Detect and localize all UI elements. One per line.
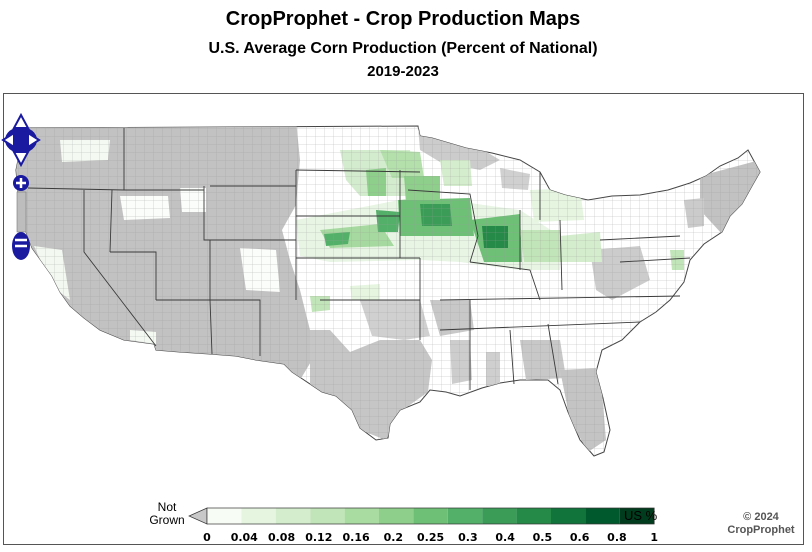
legend-not-grown-label: Not Grown [149, 500, 185, 527]
legend-tick-label: 0.04 [231, 531, 258, 544]
legend-swatch [585, 508, 620, 524]
legend-tick-label: 0.2 [384, 531, 404, 544]
legend-swatch [413, 508, 448, 524]
legend-tick-label: 0.4 [495, 531, 515, 544]
legend-tick-label: 0.6 [570, 531, 590, 544]
legend-tick-label: 0.12 [305, 531, 332, 544]
legend-swatch [275, 508, 311, 524]
legend-unit-label: US % [624, 508, 658, 523]
legend-swatch [207, 508, 242, 524]
state-borders [27, 128, 691, 390]
legend-swatch [344, 508, 379, 524]
map-period: 2019-2023 [367, 63, 439, 80]
pan-arrows-icon[interactable] [1, 112, 41, 168]
legend-tick-label: 0.16 [342, 531, 369, 544]
legend-swatch [241, 508, 276, 524]
legend-swatch [447, 508, 483, 524]
legend-swatch [516, 508, 551, 524]
map-nav-control[interactable] [0, 0, 60, 270]
legend-tick-label: 1 [650, 531, 658, 544]
legend-tick-label: 0.3 [458, 531, 478, 544]
legend-swatch [551, 508, 586, 524]
legend-swatch [310, 508, 345, 524]
legend-swatch [482, 508, 517, 524]
legend-tick-label: 0.08 [268, 531, 295, 544]
legend-tick-label: 0.8 [607, 531, 627, 544]
copyright-notice: © 2024 CropProphet [727, 511, 795, 536]
zoom-slider-track[interactable] [16, 191, 27, 233]
map-title: CropProphet - Crop Production Maps [225, 8, 581, 30]
zoom-out-button[interactable] [12, 232, 30, 260]
legend-swatch [379, 508, 414, 524]
zoom-in-button[interactable] [13, 175, 29, 191]
legend-swatch [619, 508, 655, 524]
legend-tick-label: 0 [203, 531, 211, 544]
map-subtitle: U.S. Average Corn Production (Percent of… [208, 40, 598, 57]
legend-tick-label: 0.5 [533, 531, 553, 544]
map-frame[interactable] [3, 93, 804, 545]
legend-tick-label: 0.25 [417, 531, 444, 544]
legend-border [206, 507, 655, 525]
